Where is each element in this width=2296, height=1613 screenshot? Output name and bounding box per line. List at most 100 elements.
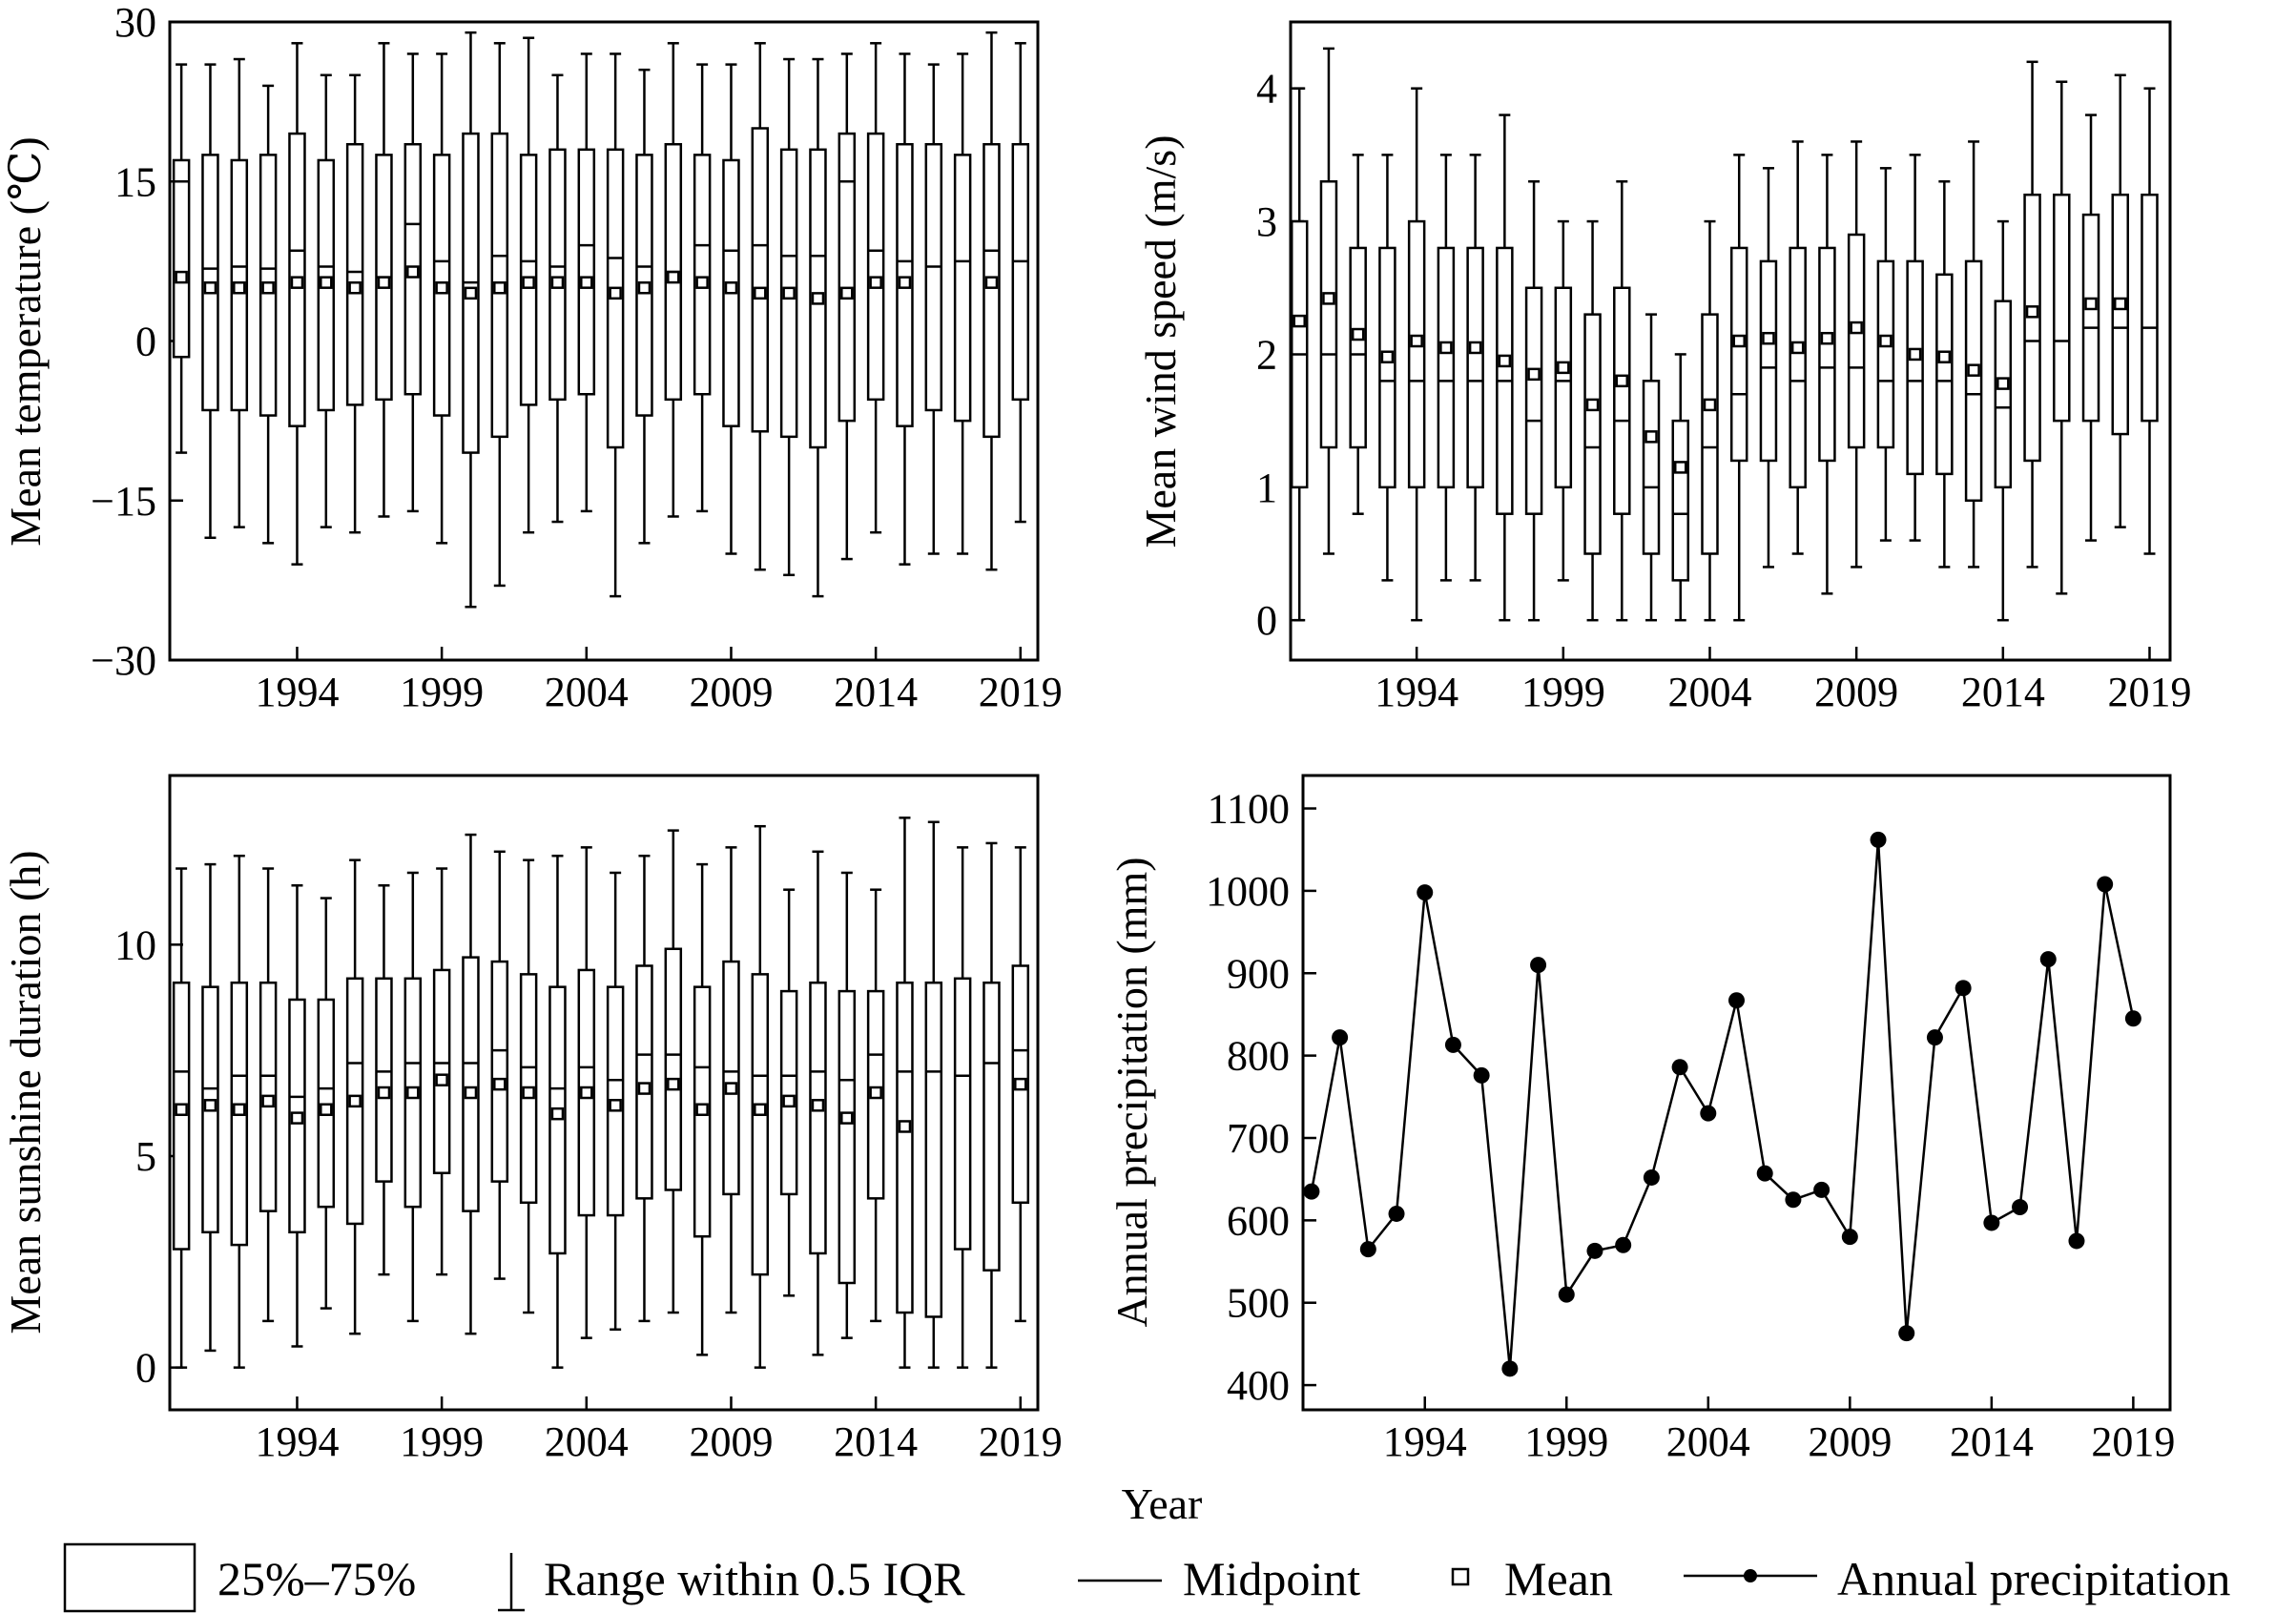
- mean-marker: [406, 265, 420, 279]
- iqr-box: [1964, 259, 1983, 502]
- x-tick-label: 2004: [545, 669, 629, 715]
- x-tick-label: 2019: [979, 1418, 1063, 1465]
- y-tick-label: 0: [1256, 597, 1277, 644]
- mean-marker: [898, 276, 912, 289]
- precipitation-point: [2124, 1010, 2141, 1027]
- iqr-box: [1583, 313, 1602, 555]
- precipitation-point: [1841, 1229, 1858, 1246]
- precipitation-point: [1332, 1029, 1349, 1046]
- iqr-box: [1613, 286, 1631, 515]
- iqr-box: [2081, 213, 2100, 423]
- mean-marker: [667, 1077, 680, 1091]
- y-tick-label: 1: [1256, 465, 1277, 511]
- x-tick-label: 1994: [1375, 669, 1458, 715]
- mean-marker: [580, 276, 593, 289]
- mean-marker: [1996, 377, 2010, 390]
- x-tick-label: 1999: [1524, 1418, 1608, 1465]
- precipitation-point: [1558, 1286, 1575, 1303]
- iqr-box: [1466, 246, 1484, 489]
- mean-marker: [1380, 350, 1395, 363]
- y-tick-label: 30: [114, 0, 156, 46]
- iqr-box: [462, 956, 480, 1212]
- iqr-box: [1554, 286, 1573, 489]
- mean-marker: [233, 281, 246, 295]
- mean-marker: [724, 281, 738, 295]
- mean-marker: [1790, 341, 1805, 355]
- iqr-box: [2053, 193, 2071, 423]
- mean-marker: [1732, 334, 1746, 348]
- mean-marker: [522, 1086, 535, 1100]
- mean-marker: [811, 1099, 825, 1112]
- mean-marker: [840, 286, 854, 300]
- iqr-box: [779, 989, 798, 1196]
- iqr-box: [664, 947, 683, 1191]
- x-tick-label: 2014: [834, 1418, 918, 1465]
- mean-marker: [435, 281, 448, 295]
- y-tick-label: 600: [1227, 1197, 1290, 1244]
- precipitation-point: [1813, 1181, 1831, 1198]
- iqr-box: [1935, 273, 1954, 476]
- iqr-box: [577, 148, 596, 396]
- mean-marker: [377, 1086, 391, 1100]
- mean-marker: [233, 1103, 246, 1116]
- iqr-box: [490, 960, 509, 1183]
- y-tick-label: 800: [1227, 1033, 1290, 1080]
- iqr-box: [172, 158, 191, 359]
- y-tick-label: 900: [1227, 950, 1290, 997]
- iqr-box: [693, 154, 712, 396]
- mean-marker: [290, 1111, 304, 1125]
- precipitation-point: [1473, 1066, 1490, 1084]
- iqr-box: [1378, 246, 1396, 489]
- legend-label-midpoint: Midpoint: [1183, 1552, 1360, 1605]
- precipitation-point: [1303, 1183, 1320, 1200]
- mean-marker: [1644, 430, 1658, 444]
- iqr-box: [1906, 259, 1924, 476]
- iqr-box: [924, 142, 943, 412]
- mean-marker: [695, 1103, 709, 1116]
- y-tick-label: 1000: [1206, 868, 1290, 915]
- precipitation-point: [1728, 992, 1745, 1009]
- precipitation-point: [1388, 1205, 1405, 1222]
- square-marker-icon: [1451, 1567, 1470, 1586]
- iqr-box: [1701, 313, 1719, 555]
- x-tick-label: 2004: [1667, 669, 1751, 715]
- precipitation-point: [1615, 1236, 1632, 1253]
- y-tick-label: 500: [1227, 1280, 1290, 1327]
- precipitation-point: [1671, 1059, 1688, 1076]
- iqr-box: [1759, 259, 1778, 463]
- mean-marker: [1585, 398, 1600, 412]
- precipitation-point: [1955, 980, 1972, 997]
- mean-marker: [609, 1099, 622, 1112]
- mean-marker: [1498, 354, 1512, 368]
- legend-label-mean: Mean: [1504, 1552, 1613, 1605]
- iqr-box: [2023, 193, 2041, 463]
- x-tick-label: 2019: [2107, 669, 2191, 715]
- legend-label-whisker: Range within 0.5 IQR: [544, 1552, 965, 1605]
- iqr-box: [1671, 419, 1690, 582]
- mean-marker: [522, 276, 535, 289]
- mean-marker: [175, 1103, 188, 1116]
- y-tick-label: 400: [1227, 1362, 1290, 1409]
- mean-marker: [1351, 327, 1365, 341]
- mean-marker: [493, 1077, 507, 1091]
- x-tick-label: 2014: [1950, 1418, 2034, 1465]
- mean-marker: [348, 1094, 362, 1108]
- iqr-box: [1349, 246, 1367, 449]
- iqr-box: [838, 132, 857, 423]
- mean-marker: [840, 1111, 854, 1125]
- y-axis-label: Mean wind speed (m/s): [1136, 134, 1185, 548]
- iqr-box: [1876, 259, 1895, 449]
- legend-label-box: 25%–75%: [217, 1552, 416, 1605]
- iqr-box: [1407, 219, 1426, 489]
- iqr-box: [838, 989, 857, 1285]
- y-tick-label: 3: [1256, 198, 1277, 245]
- y-tick-label: 5: [135, 1133, 156, 1180]
- mean-marker: [2114, 297, 2127, 311]
- iqr-box: [866, 132, 885, 402]
- iqr-box: [1789, 246, 1807, 489]
- precipitation-point: [1898, 1325, 1915, 1342]
- mean-marker: [493, 281, 507, 295]
- precipitation-point: [1756, 1165, 1773, 1182]
- mean-marker: [724, 1082, 738, 1095]
